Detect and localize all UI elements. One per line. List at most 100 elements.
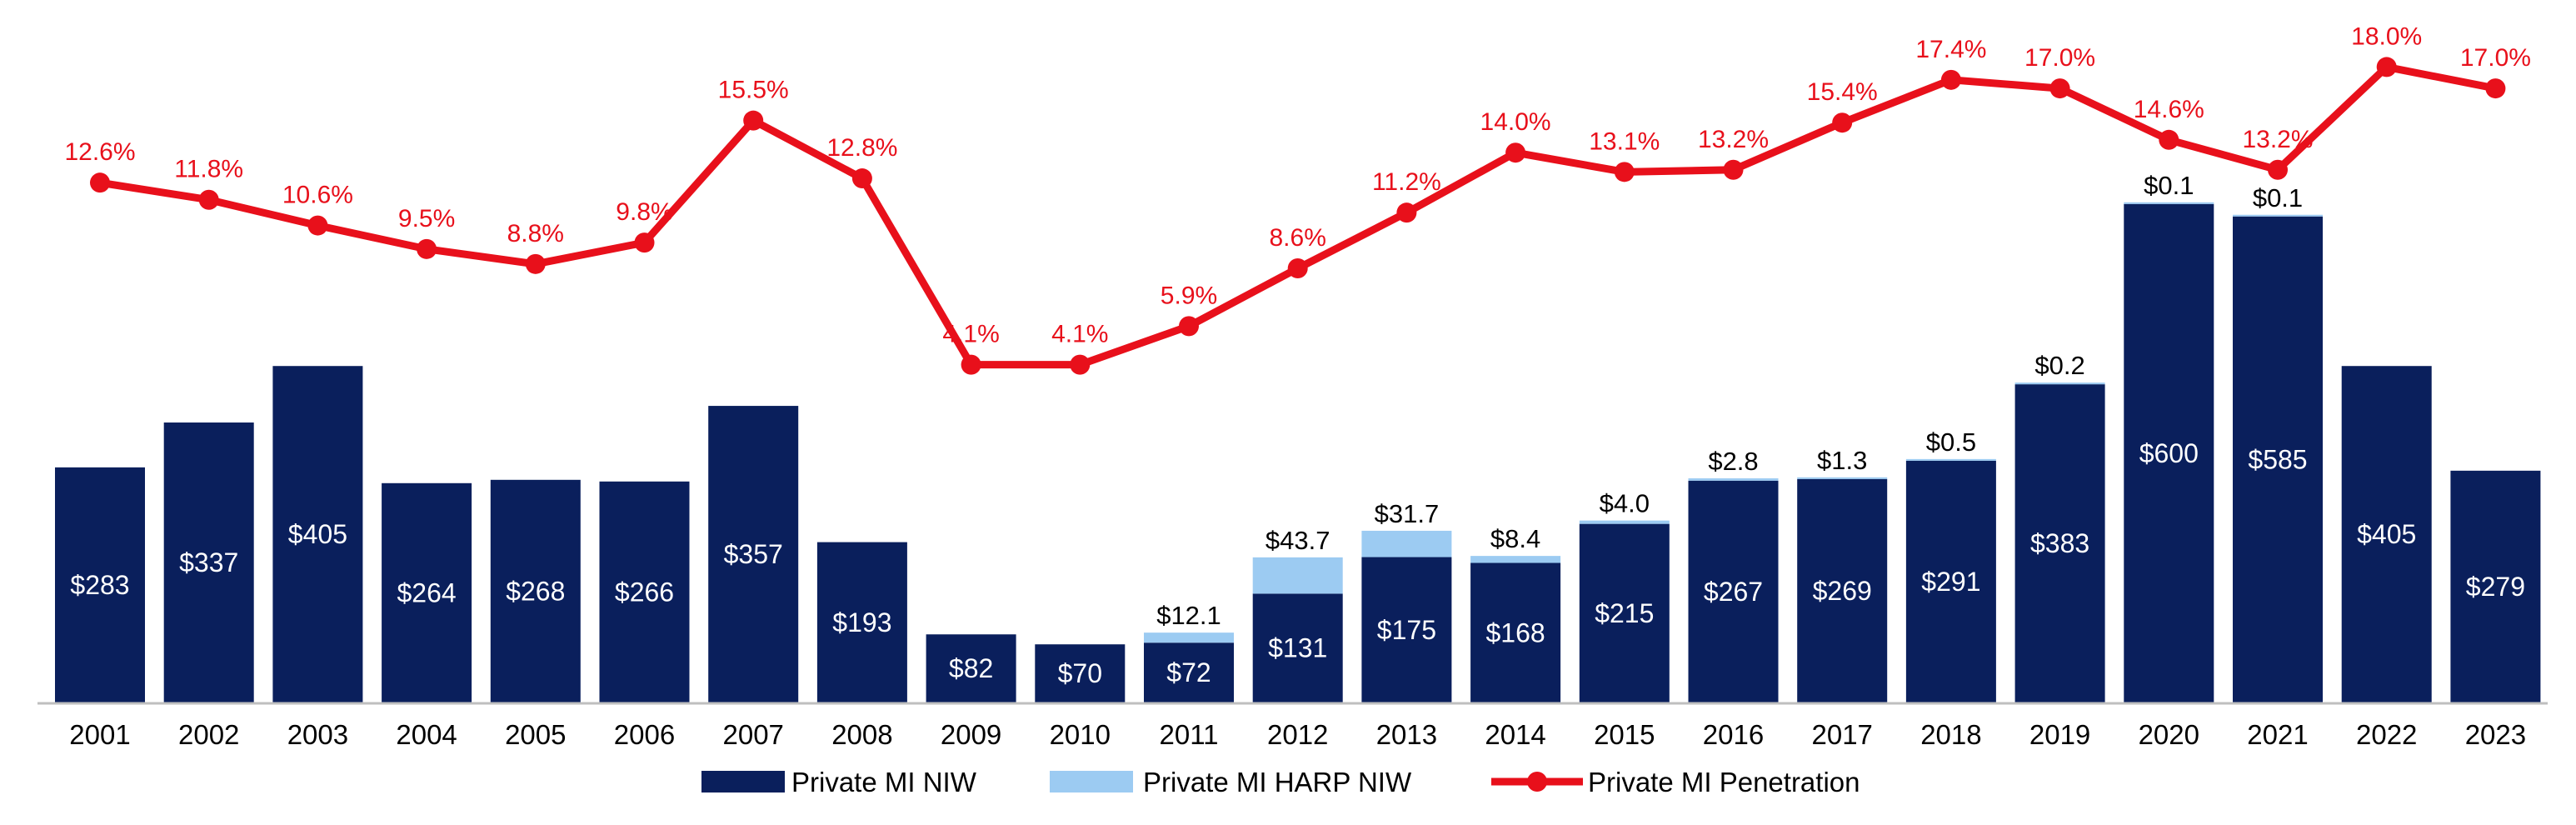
- bar-niw-2018: [1905, 460, 1996, 702]
- x-tick-label-2016: 2016: [1703, 719, 1764, 750]
- bar-niw-label-2003: $405: [288, 519, 347, 549]
- bar-niw-label-2011: $72: [1166, 658, 1211, 688]
- bar-harp-2011: [1144, 632, 1234, 643]
- bar-niw-label-2014: $168: [1486, 618, 1545, 648]
- bar-niw-2022: [2341, 366, 2432, 702]
- penetration-point-2018: [1940, 69, 1961, 90]
- bar-harp-label-2018: $0.5: [1926, 428, 1976, 457]
- penetration-label-2016: 13.2%: [1698, 126, 1769, 153]
- bar-harp-label-2011: $12.1: [1156, 601, 1221, 630]
- penetration-label-2022: 18.0%: [2351, 22, 2422, 50]
- penetration-label-2013: 11.2%: [1372, 168, 1441, 196]
- bar-niw-2009: [926, 634, 1016, 702]
- bar-niw-label-2006: $266: [615, 577, 674, 607]
- bar-niw-label-2023: $279: [2466, 572, 2525, 602]
- bar-harp-label-2016: $2.8: [1708, 447, 1758, 476]
- bar-niw-2013: [1361, 557, 1452, 702]
- bar-niw-label-2022: $405: [2357, 519, 2416, 549]
- bar-harp-label-2015: $4.0: [1600, 489, 1650, 518]
- bar-harp-2015: [1579, 520, 1670, 524]
- penetration-point-2020: [2159, 129, 2179, 150]
- penetration-point-2003: [307, 215, 328, 236]
- x-tick-label-2019: 2019: [2029, 719, 2090, 750]
- penetration-point-2022: [2376, 57, 2397, 78]
- bar-niw-2020: [2124, 203, 2214, 703]
- bar-niw-label-2008: $193: [832, 608, 891, 638]
- x-tick-label-2023: 2023: [2465, 719, 2526, 750]
- x-tick-label-2004: 2004: [396, 719, 457, 750]
- penetration-label-2004: 9.5%: [398, 205, 455, 232]
- x-tick-label-2005: 2005: [505, 719, 566, 750]
- penetration-point-2010: [1070, 354, 1091, 375]
- bar-niw-label-2001: $283: [70, 570, 129, 600]
- x-tick-label-2014: 2014: [1485, 719, 1545, 750]
- x-tick-label-2003: 2003: [287, 719, 348, 750]
- bar-harp-2014: [1470, 556, 1561, 563]
- legend-swatch-penetration-point: [1527, 772, 1547, 792]
- bar-niw-label-2012: $131: [1268, 633, 1327, 663]
- bar-niw-2001: [55, 467, 145, 702]
- bar-niw-label-2015: $215: [1595, 598, 1654, 628]
- bar-niw-2008: [816, 542, 907, 702]
- bar-harp-label-2020: $0.1: [2144, 171, 2194, 200]
- penetration-label-2018: 17.4%: [1915, 36, 1986, 63]
- penetration-point-2008: [851, 168, 872, 189]
- penetration-point-2001: [90, 172, 110, 193]
- penetration-label-2015: 13.1%: [1589, 128, 1660, 155]
- x-tick-label-2009: 2009: [941, 719, 1001, 750]
- penetration-point-2002: [198, 189, 219, 210]
- bar-harp-2021: [2233, 214, 2323, 217]
- penetration-label-2007: 15.5%: [718, 77, 789, 104]
- bar-niw-2010: [1035, 644, 1126, 702]
- bar-niw-2011: [1144, 642, 1234, 702]
- bar-niw-label-2017: $269: [1813, 576, 1872, 606]
- legend: Private MI NIW Private MI HARP NIW Private…: [701, 767, 1860, 798]
- bar-harp-2017: [1797, 477, 1888, 479]
- penetration-point-2007: [743, 110, 764, 131]
- bar-niw-2004: [382, 482, 472, 702]
- penetration-label-2014: 14.0%: [1480, 108, 1551, 136]
- penetration-label-group: 12.6% 11.8% 10.6% 9.5% 8.8% 9.8% 15.5% 12.8% 4.1…: [64, 22, 2530, 348]
- bar-niw-2017: [1797, 478, 1888, 702]
- bar-niw-2003: [272, 366, 363, 702]
- penetration-label-2011: 5.9%: [1161, 282, 1217, 309]
- penetration-label-2001: 12.6%: [64, 138, 135, 166]
- bar-niw-label-2020: $600: [2139, 438, 2199, 468]
- bar-niw-label-2018: $291: [1921, 567, 1980, 597]
- legend-label-niw: Private MI NIW: [791, 767, 977, 798]
- bar-label-group: $283 $337 $405 $264 $268 $266 $357 $193 $82 $70 $7…: [70, 171, 2525, 688]
- bar-niw-2007: [708, 406, 799, 702]
- legend-swatch-niw: [701, 771, 785, 792]
- bar-group: [55, 202, 2541, 703]
- legend-swatch-harp: [1050, 771, 1133, 792]
- legend-label-harp: Private MI HARP NIW: [1143, 767, 1412, 798]
- penetration-label-2012: 8.6%: [1270, 224, 1326, 252]
- bar-harp-2018: [1905, 458, 1996, 461]
- penetration-label-2005: 8.8%: [507, 220, 564, 248]
- x-tick-label-2001: 2001: [69, 719, 130, 750]
- bar-niw-2005: [490, 479, 581, 702]
- x-tick-label-2008: 2008: [831, 719, 892, 750]
- x-tick-label-2018: 2018: [1920, 719, 1981, 750]
- penetration-label-2002: 11.8%: [174, 156, 243, 183]
- bar-niw-2016: [1688, 480, 1779, 702]
- bar-niw-label-2021: $585: [2248, 444, 2307, 474]
- x-tick-label-2007: 2007: [722, 719, 783, 750]
- x-tick-label-2021: 2021: [2247, 719, 2308, 750]
- penetration-point-2023: [2485, 78, 2506, 99]
- bar-niw-label-2009: $82: [949, 653, 993, 683]
- penetration-label-2006: 9.8%: [616, 198, 672, 226]
- bar-niw-label-2005: $268: [506, 576, 565, 606]
- bar-niw-label-2016: $267: [1704, 577, 1763, 607]
- bar-niw-2006: [599, 481, 690, 702]
- bar-harp-2016: [1688, 478, 1779, 481]
- penetration-label-2019: 17.0%: [2024, 44, 2095, 72]
- bar-harp-label-2012: $43.7: [1266, 526, 1330, 555]
- penetration-point-2015: [1614, 162, 1635, 182]
- penetration-label-2009: 4.1%: [942, 321, 999, 348]
- penetration-label-2023: 17.0%: [2460, 44, 2531, 72]
- penetration-label-2020: 14.6%: [2134, 96, 2204, 123]
- bar-niw-label-2002: $337: [179, 548, 238, 578]
- penetration-label-2008: 12.8%: [826, 134, 897, 162]
